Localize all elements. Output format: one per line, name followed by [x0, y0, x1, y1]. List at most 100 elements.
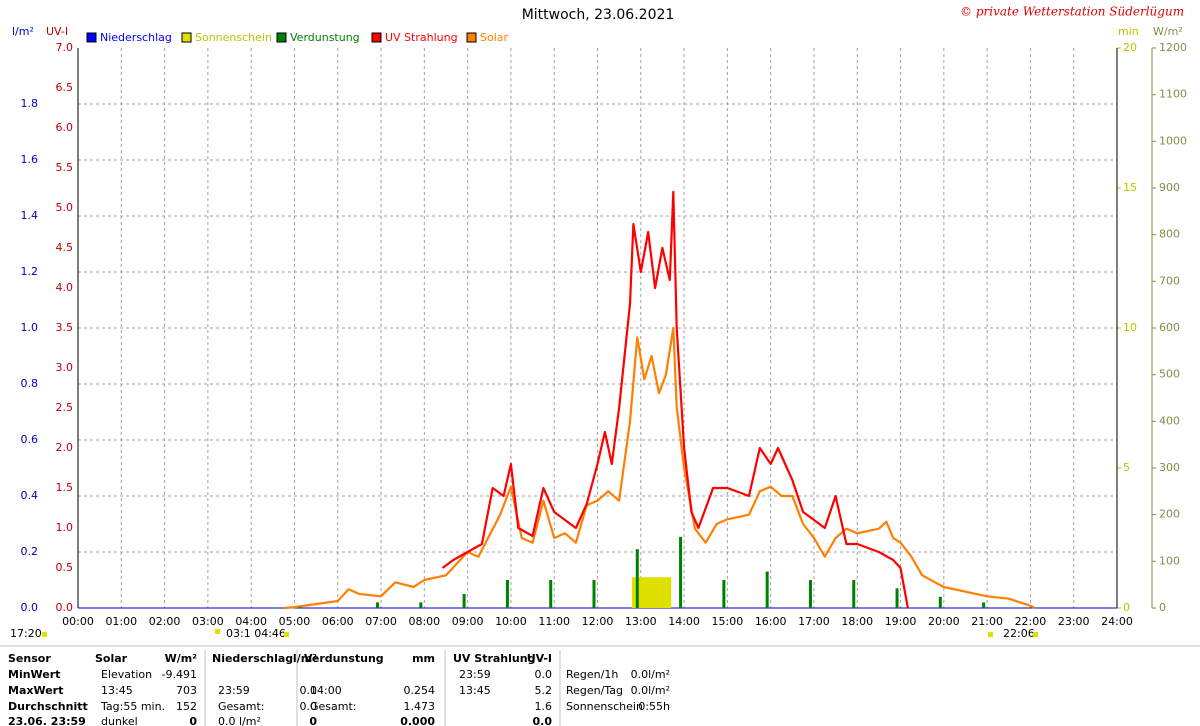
- bar: [376, 602, 380, 608]
- line: [441, 190, 909, 609]
- x-tick-label: 09:00: [452, 615, 484, 628]
- legend-swatch: [86, 32, 97, 43]
- legend-swatch: [466, 32, 477, 43]
- bar: [505, 580, 509, 608]
- cell-value: 152: [176, 700, 197, 713]
- x-tick-label: 05:00: [279, 615, 311, 628]
- row-label: Durchschnitt: [8, 700, 88, 713]
- y-tick-label: 900: [1159, 181, 1180, 194]
- row-label: MaxWert: [8, 684, 63, 697]
- y-tick-label: 1.2: [21, 265, 39, 278]
- x-tick-label: 22:00: [1015, 615, 1047, 628]
- x-tick-label: 24:00: [1101, 615, 1133, 628]
- y-tick-label: 1100: [1159, 88, 1187, 101]
- bar: [635, 549, 639, 608]
- y-tick-label: 0.4: [21, 489, 39, 502]
- y-tick-label: 0.0: [21, 601, 39, 614]
- y-tick-label: 3.0: [56, 361, 74, 374]
- x-tick-label: 07:00: [365, 615, 397, 628]
- y-tick-label: 1.5: [56, 481, 74, 494]
- row-label: Sensor: [8, 652, 51, 665]
- y-tick-label: 600: [1159, 321, 1180, 334]
- x-tick-label: 20:00: [928, 615, 960, 628]
- cell-label: Gesamt:: [218, 700, 265, 713]
- y-tick-label: 1200: [1159, 41, 1187, 54]
- cell-value: -9.491: [162, 668, 197, 681]
- line: [284, 326, 1036, 610]
- y-tick-label: 0.5: [56, 561, 74, 574]
- y-tick-label: 0.6: [21, 433, 39, 446]
- row-label: MinWert: [8, 668, 60, 681]
- marker: [215, 629, 220, 634]
- x-tick-label: 01:00: [105, 615, 137, 628]
- x-tick-label: 00:00: [62, 615, 94, 628]
- bar: [808, 580, 812, 608]
- cell-value: 0.000: [400, 715, 435, 726]
- y-tick-label: 1.0: [21, 321, 39, 334]
- x-tick-label: 16:00: [755, 615, 787, 628]
- x-tick-label: 12:00: [582, 615, 614, 628]
- legend-label: UV Strahlung: [385, 31, 458, 44]
- legend-label: Sonnenschein: [195, 31, 272, 44]
- bar: [852, 580, 856, 608]
- legend-swatch: [276, 32, 287, 43]
- x-tick-label: 19:00: [885, 615, 917, 628]
- y-tick-label: 0: [1123, 601, 1130, 614]
- y-tick-label: 4.0: [56, 281, 74, 294]
- x-tick-label: 14:00: [668, 615, 700, 628]
- cell-value: 5.2: [535, 684, 553, 697]
- x-tick-label: 15:00: [712, 615, 744, 628]
- column-header: Niederschlag: [212, 652, 293, 665]
- y-tick-label: 0.2: [21, 545, 39, 558]
- bar: [679, 536, 683, 608]
- x-tick-label: 08:00: [408, 615, 440, 628]
- y-tick-label: 100: [1159, 554, 1180, 567]
- y-tick-label: 4.5: [56, 241, 74, 254]
- cell-value: 1.6: [535, 700, 553, 713]
- y-tick-label: 7.0: [56, 41, 74, 54]
- axis-label: l/m²: [12, 25, 34, 38]
- bar: [592, 580, 596, 608]
- y-tick-label: 0.8: [21, 377, 39, 390]
- cell-label: dunkel: [101, 715, 138, 726]
- cell-label: 0.0 l/m²: [218, 715, 261, 726]
- cell-value: 1.473: [404, 700, 436, 713]
- marker: [284, 632, 289, 637]
- x-tick-label: 06:00: [322, 615, 354, 628]
- cell-label: Gesamt:: [310, 700, 357, 713]
- marker: [988, 632, 993, 637]
- cell-label: Elevation: [101, 668, 152, 681]
- cell-label: 13:45: [101, 684, 133, 697]
- y-tick-label: 10: [1123, 321, 1137, 334]
- legend-label: Solar: [480, 31, 509, 44]
- x-tick-label: 23:00: [1058, 615, 1090, 628]
- column-header: Verdunstung: [304, 652, 384, 665]
- x-tick-label: 17:00: [798, 615, 830, 628]
- y-tick-label: 1.4: [21, 209, 39, 222]
- bar: [765, 571, 769, 608]
- x-tick-label: 04:00: [235, 615, 267, 628]
- cell-value: 0: [189, 715, 197, 726]
- marker: [1033, 632, 1038, 637]
- x-tick-label: 13:00: [625, 615, 657, 628]
- cell-value: 0.0: [533, 715, 553, 726]
- legend-swatch: [371, 32, 382, 43]
- column-unit: mm: [412, 652, 435, 665]
- copyright: © private Wetterstation Süderlügum: [960, 5, 1184, 19]
- cell-value: 0.0: [300, 684, 318, 697]
- legend-label: Niederschlag: [100, 31, 172, 44]
- axis-label: UV-I: [46, 25, 68, 38]
- column-header: Solar: [95, 652, 128, 665]
- cell-value: 0: [309, 715, 317, 726]
- y-tick-label: 300: [1159, 461, 1180, 474]
- y-tick-label: 0.0: [56, 601, 74, 614]
- column-unit: W/m²: [165, 652, 198, 665]
- bar: [722, 580, 726, 608]
- cell-label: 23:59: [218, 684, 250, 697]
- bar: [938, 596, 942, 608]
- x-tick-label: 02:00: [149, 615, 181, 628]
- column-header: UV Strahlung: [453, 652, 535, 665]
- x-tick-label: 11:00: [538, 615, 570, 628]
- cell-label: Regen/1h: [566, 668, 618, 681]
